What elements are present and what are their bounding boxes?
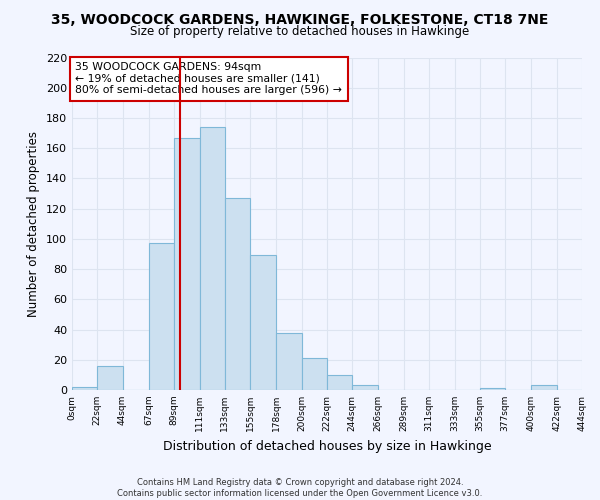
Bar <box>97 366 122 390</box>
Bar <box>72 387 97 390</box>
Y-axis label: Number of detached properties: Number of detached properties <box>28 130 40 317</box>
Bar <box>352 386 377 390</box>
Bar <box>327 375 352 390</box>
Bar <box>480 388 505 390</box>
Bar <box>149 244 174 390</box>
Bar <box>174 138 199 390</box>
Bar <box>277 332 302 390</box>
Text: 35 WOODCOCK GARDENS: 94sqm
← 19% of detached houses are smaller (141)
80% of sem: 35 WOODCOCK GARDENS: 94sqm ← 19% of deta… <box>76 62 343 95</box>
X-axis label: Distribution of detached houses by size in Hawkinge: Distribution of detached houses by size … <box>163 440 491 452</box>
Bar <box>302 358 327 390</box>
Bar <box>225 198 250 390</box>
Bar <box>532 386 557 390</box>
Text: 35, WOODCOCK GARDENS, HAWKINGE, FOLKESTONE, CT18 7NE: 35, WOODCOCK GARDENS, HAWKINGE, FOLKESTO… <box>52 12 548 26</box>
Bar <box>250 256 277 390</box>
Text: Contains HM Land Registry data © Crown copyright and database right 2024.
Contai: Contains HM Land Registry data © Crown c… <box>118 478 482 498</box>
Bar <box>199 127 225 390</box>
Text: Size of property relative to detached houses in Hawkinge: Size of property relative to detached ho… <box>130 25 470 38</box>
